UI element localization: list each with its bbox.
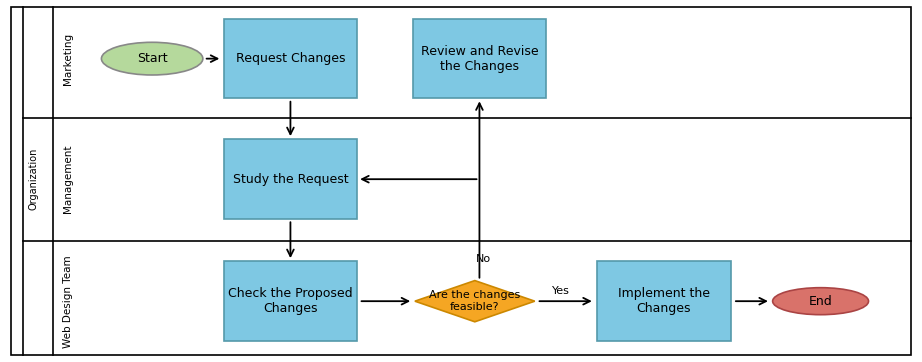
FancyBboxPatch shape	[223, 261, 357, 341]
Text: Study the Request: Study the Request	[232, 173, 349, 186]
FancyBboxPatch shape	[597, 261, 730, 341]
Ellipse shape	[101, 42, 203, 75]
Text: Review and Revise
the Changes: Review and Revise the Changes	[420, 45, 538, 73]
Text: Are the changes
feasible?: Are the changes feasible?	[430, 290, 520, 312]
Polygon shape	[415, 281, 535, 322]
Text: Marketing: Marketing	[64, 33, 73, 85]
Text: Implement the
Changes: Implement the Changes	[618, 287, 710, 315]
Text: Check the Proposed
Changes: Check the Proposed Changes	[228, 287, 353, 315]
Text: Start: Start	[136, 52, 168, 65]
Text: Management: Management	[64, 145, 73, 214]
Text: No: No	[476, 254, 491, 264]
FancyBboxPatch shape	[223, 19, 357, 98]
Text: Yes: Yes	[551, 286, 570, 296]
Text: Web Design Team: Web Design Team	[64, 255, 73, 348]
FancyBboxPatch shape	[413, 19, 546, 98]
Ellipse shape	[773, 288, 869, 315]
FancyBboxPatch shape	[223, 139, 357, 219]
Text: Organization: Organization	[29, 148, 38, 210]
Text: Request Changes: Request Changes	[236, 52, 345, 65]
Text: End: End	[809, 295, 833, 308]
